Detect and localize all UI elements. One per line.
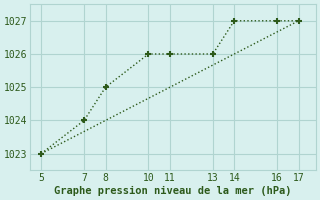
X-axis label: Graphe pression niveau de la mer (hPa): Graphe pression niveau de la mer (hPa)	[54, 186, 292, 196]
